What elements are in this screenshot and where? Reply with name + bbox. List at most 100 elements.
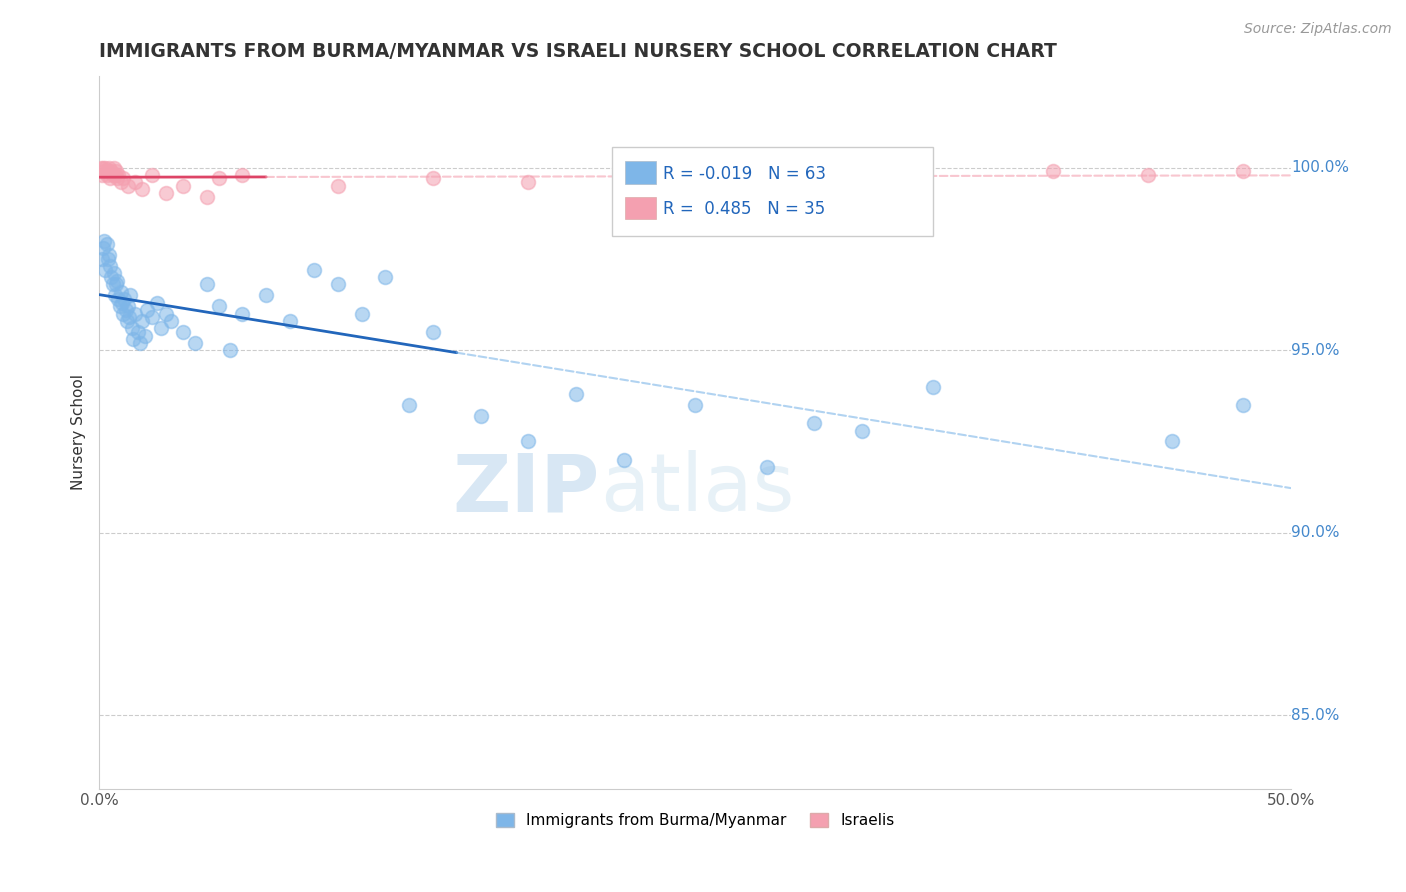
Point — [1136, 168, 1159, 182]
Point — [326, 178, 349, 193]
Point — [107, 168, 129, 182]
FancyBboxPatch shape — [612, 147, 934, 236]
Text: Source: ZipAtlas.com: Source: ZipAtlas.com — [1244, 22, 1392, 37]
FancyBboxPatch shape — [624, 196, 655, 219]
Point — [565, 387, 588, 401]
Point — [111, 295, 134, 310]
Point — [110, 175, 132, 189]
Point — [114, 303, 136, 318]
Point — [91, 161, 114, 175]
Point — [96, 168, 118, 182]
Point — [278, 314, 301, 328]
Point — [613, 168, 636, 182]
Point — [90, 161, 112, 175]
Point — [112, 307, 135, 321]
Point — [103, 161, 125, 175]
Point — [803, 416, 825, 430]
Point — [105, 274, 128, 288]
Point — [207, 171, 229, 186]
Point — [93, 164, 115, 178]
Point — [172, 325, 194, 339]
Point — [136, 303, 159, 318]
Point — [1232, 398, 1254, 412]
Point — [124, 307, 146, 321]
Point — [91, 241, 114, 255]
Point — [127, 325, 149, 339]
Point — [1160, 434, 1182, 449]
Point — [104, 288, 127, 302]
Point — [90, 252, 112, 266]
Point — [195, 190, 218, 204]
FancyBboxPatch shape — [624, 161, 655, 184]
Point — [302, 262, 325, 277]
Point — [100, 164, 122, 178]
Text: 90.0%: 90.0% — [1291, 525, 1340, 541]
Point — [115, 314, 138, 328]
Point — [141, 168, 163, 182]
Point — [160, 314, 183, 328]
Point — [398, 398, 420, 412]
Point — [98, 248, 121, 262]
Point — [120, 288, 142, 302]
Point — [97, 252, 120, 266]
Point — [195, 277, 218, 292]
Legend: Immigrants from Burma/Myanmar, Israelis: Immigrants from Burma/Myanmar, Israelis — [489, 807, 901, 834]
Point — [98, 161, 121, 175]
Point — [121, 321, 143, 335]
Point — [231, 168, 253, 182]
Point — [683, 398, 706, 412]
Point — [100, 270, 122, 285]
Text: atlas: atlas — [600, 450, 794, 528]
Point — [1042, 164, 1064, 178]
Point — [470, 409, 492, 423]
Point — [105, 164, 128, 178]
Point — [374, 270, 396, 285]
Point — [124, 175, 146, 189]
Text: IMMIGRANTS FROM BURMA/MYANMAR VS ISRAELI NURSERY SCHOOL CORRELATION CHART: IMMIGRANTS FROM BURMA/MYANMAR VS ISRAELI… — [100, 42, 1057, 61]
Point — [103, 267, 125, 281]
Point — [108, 299, 131, 313]
Point — [1232, 164, 1254, 178]
Point — [922, 380, 945, 394]
Text: ZIP: ZIP — [453, 450, 600, 528]
Point — [97, 164, 120, 178]
Point — [326, 277, 349, 292]
Point — [104, 168, 127, 182]
Point — [131, 182, 153, 196]
Point — [105, 171, 128, 186]
Point — [117, 299, 139, 313]
Point — [851, 424, 873, 438]
Point — [517, 175, 540, 189]
Point — [101, 277, 124, 292]
Point — [107, 292, 129, 306]
Text: 85.0%: 85.0% — [1291, 708, 1339, 723]
Point — [141, 310, 163, 325]
Point — [207, 299, 229, 313]
Point — [254, 288, 277, 302]
Text: 100.0%: 100.0% — [1291, 160, 1348, 175]
Point — [131, 314, 153, 328]
Point — [101, 168, 124, 182]
Point — [98, 259, 121, 273]
Point — [803, 171, 825, 186]
Point — [94, 161, 117, 175]
Point — [134, 328, 156, 343]
Point — [145, 295, 167, 310]
Y-axis label: Nursery School: Nursery School — [72, 375, 86, 491]
Point — [172, 178, 194, 193]
Point — [155, 186, 177, 200]
Point — [422, 325, 444, 339]
Point — [93, 234, 115, 248]
Point — [155, 307, 177, 321]
Point — [517, 434, 540, 449]
Point — [112, 171, 135, 186]
Point — [98, 171, 121, 186]
Text: R = -0.019   N = 63: R = -0.019 N = 63 — [664, 165, 825, 183]
Point — [219, 343, 242, 358]
Point — [118, 310, 141, 325]
Point — [121, 332, 143, 346]
Text: 95.0%: 95.0% — [1291, 343, 1340, 358]
Point — [114, 292, 136, 306]
Text: R =  0.485   N = 35: R = 0.485 N = 35 — [664, 201, 825, 219]
Point — [94, 262, 117, 277]
